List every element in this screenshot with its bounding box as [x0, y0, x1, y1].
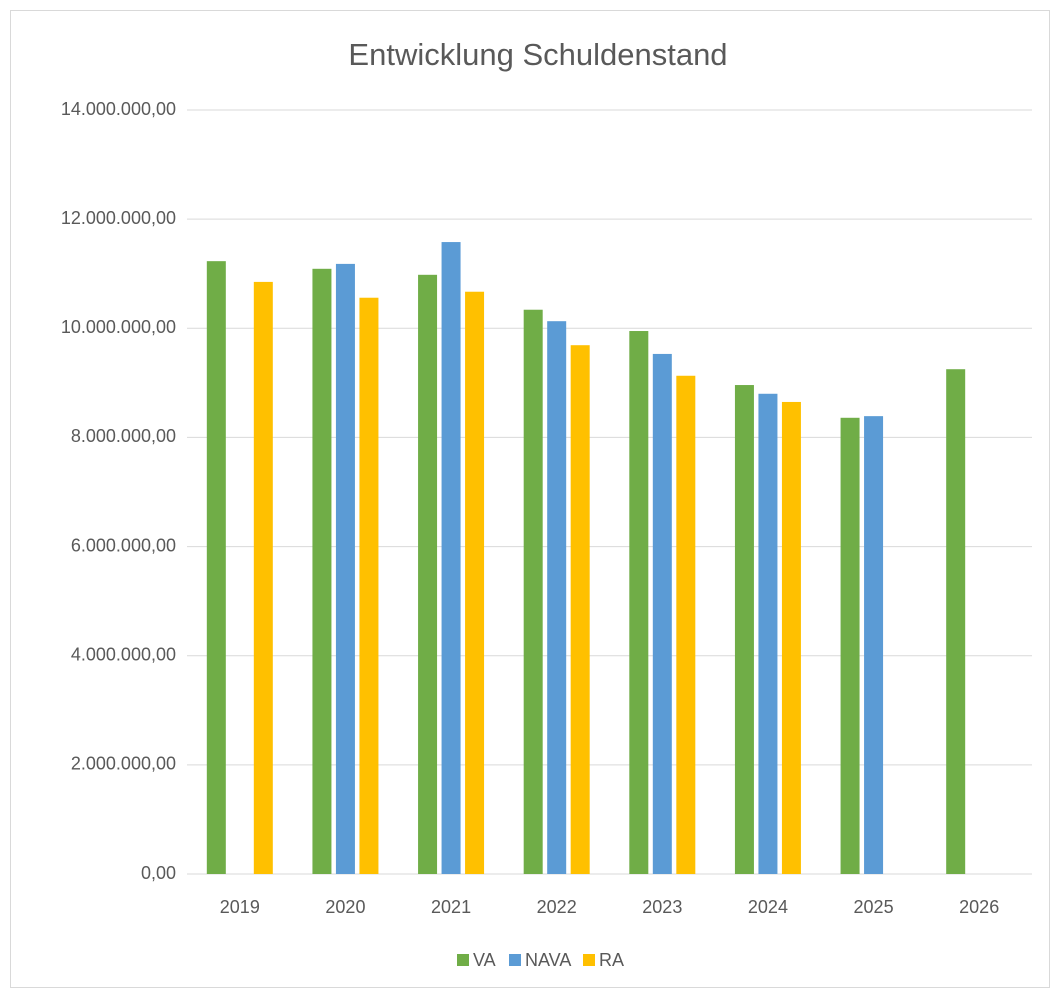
bar: [840, 417, 860, 874]
x-tick-label: 2025: [854, 897, 894, 917]
bar: [253, 281, 273, 874]
bar: [418, 274, 438, 874]
x-tick-label: 2024: [748, 897, 788, 917]
bar: [864, 416, 884, 874]
bar: [441, 242, 461, 874]
legend-swatch: [509, 954, 521, 966]
legend-label: RA: [599, 950, 624, 970]
bar: [734, 385, 754, 874]
y-tick-label: 6.000.000,00: [71, 535, 176, 555]
chart-title: Entwicklung Schuldenstand: [348, 37, 727, 72]
bar: [465, 291, 485, 874]
x-tick-label: 2023: [642, 897, 682, 917]
bar: [547, 321, 567, 875]
bar: [570, 345, 590, 874]
y-tick-label: 2.000.000,00: [71, 754, 176, 774]
bar: [758, 393, 778, 874]
x-tick-label: 2026: [959, 897, 999, 917]
y-tick-label: 10.000.000,00: [61, 317, 176, 337]
bar: [629, 331, 649, 874]
y-tick-label: 0,00: [141, 863, 176, 883]
bar: [652, 353, 672, 874]
x-tick-label: 2019: [220, 897, 260, 917]
bar: [523, 309, 543, 874]
legend-label: NAVA: [525, 950, 571, 970]
bar: [206, 261, 226, 875]
legend-label: VA: [473, 950, 496, 970]
legend-swatch: [457, 954, 469, 966]
legend-swatch: [583, 954, 595, 966]
bar: [781, 401, 801, 874]
bar: [335, 263, 355, 874]
bar: [946, 369, 966, 874]
bar: [312, 268, 332, 874]
x-tick-label: 2021: [431, 897, 471, 917]
y-tick-label: 4.000.000,00: [71, 644, 176, 664]
bar: [359, 297, 379, 874]
bar: [676, 375, 696, 874]
y-tick-label: 8.000.000,00: [71, 426, 176, 446]
y-tick-label: 12.000.000,00: [61, 208, 176, 228]
y-tick-label: 14.000.000,00: [61, 99, 176, 119]
x-tick-label: 2022: [537, 897, 577, 917]
x-tick-label: 2020: [325, 897, 365, 917]
